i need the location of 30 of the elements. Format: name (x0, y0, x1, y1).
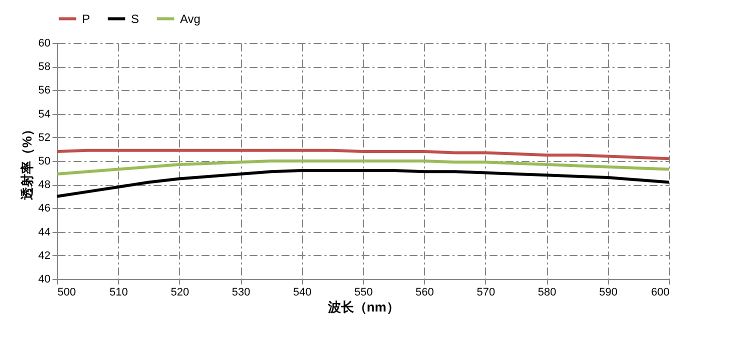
x-tick-label: 570 (476, 286, 496, 298)
y-axis-title: 透射率（%） (19, 123, 34, 201)
x-tick-label: 560 (416, 286, 434, 298)
line-series (56, 160, 670, 176)
y-tick-label: 46 (38, 202, 50, 215)
x-tick-label: 580 (538, 286, 556, 298)
legend-label: P (82, 12, 90, 26)
x-tick-label: 520 (170, 286, 190, 298)
legend-label: Avg (180, 12, 200, 26)
x-axis-title: 波长（nm） (326, 300, 400, 314)
y-tick-label: 56 (38, 84, 50, 97)
x-tick-label: 590 (599, 286, 618, 298)
x-tick-label: 510 (110, 286, 128, 298)
x-tick-label: 540 (293, 286, 312, 298)
legend-label: S (131, 12, 140, 26)
x-tick-label: 600 (651, 286, 670, 298)
line-series (56, 148, 670, 160)
y-tick-label: 52 (38, 132, 50, 144)
y-tick-label: 42 (38, 250, 50, 262)
y-tick-label: 48 (38, 179, 50, 192)
x-tick-label: 550 (354, 286, 373, 298)
y-tick-label: 60 (38, 38, 50, 50)
y-tick-label: 54 (38, 108, 50, 120)
y-tick-label: 44 (38, 226, 50, 238)
y-tick-label: 40 (38, 274, 50, 286)
y-tick-label: 50 (38, 156, 50, 168)
line-series (56, 168, 670, 198)
x-tick-label: 500 (58, 286, 76, 298)
x-tick-label: 530 (232, 286, 250, 298)
y-tick-label: 58 (38, 61, 50, 74)
